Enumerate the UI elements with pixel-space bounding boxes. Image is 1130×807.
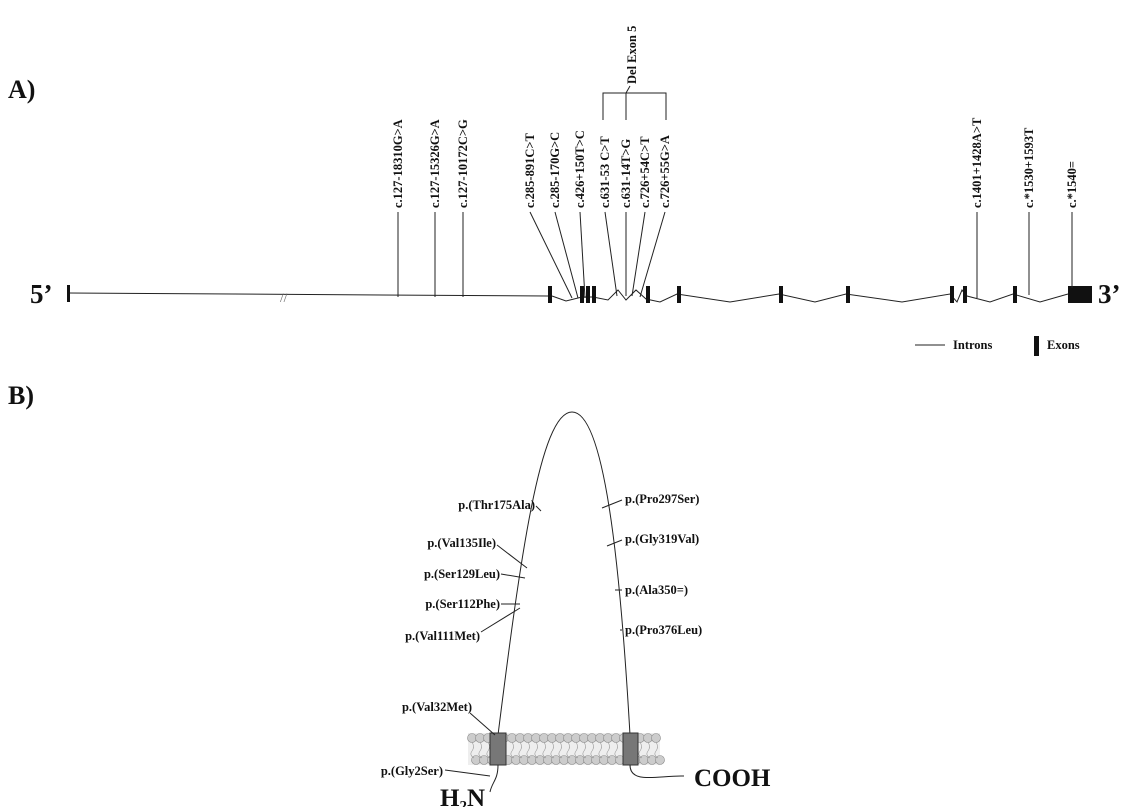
variant-label: p.(Ser129Leu) [424, 567, 500, 581]
lipid [588, 734, 597, 743]
variant-label: p.(Ala350=) [625, 583, 688, 597]
five-prime: 5’ [30, 279, 53, 309]
lipid [516, 734, 525, 743]
variant-label: c.631-14T>G [619, 138, 633, 208]
variant-leader [470, 713, 495, 735]
variant-label: p.(Thr175Ala) [458, 498, 535, 512]
bracket-label: Del Exon 5 [625, 26, 639, 84]
legend-label: Introns [953, 338, 993, 352]
variant-label: p.(Val135Ile) [427, 536, 496, 550]
gene-variants: c.127-18310G>A c.127-15326G>A c.127-10172C… [391, 117, 1079, 298]
variant-leader [501, 574, 525, 578]
variant-label: c.1401+1428A>T [970, 117, 984, 208]
lipid [596, 734, 605, 743]
lipid [652, 734, 661, 743]
lipid [468, 734, 477, 743]
figure: A) 5’ 3’ // Del Exon 5 c.127-18310G>Ac.1… [0, 0, 1130, 807]
gene-structure: // [67, 285, 1092, 305]
del-bracket: Del Exon 5 [603, 26, 666, 120]
lipid [572, 734, 581, 743]
variant-leader [605, 212, 617, 296]
variant-label: c.*1530+1593T [1022, 127, 1036, 208]
c-terminus: COOH [694, 765, 771, 792]
legend-label: Exons [1047, 338, 1080, 352]
panel-label: A) [8, 75, 35, 104]
lipid [604, 734, 613, 743]
variant-leader [632, 212, 645, 296]
variant-label: p.(Val32Met) [402, 700, 472, 714]
variant-label: c.285-891C>T [523, 133, 537, 208]
lipid [644, 734, 653, 743]
variant-label: p.(Pro297Ser) [625, 492, 699, 506]
variant-label: p.(Gly2Ser) [381, 764, 443, 778]
lipid [476, 734, 485, 743]
lipid [612, 734, 621, 743]
n-terminus: H₂N [440, 785, 485, 807]
lipid [532, 734, 541, 743]
variant-label: c.631-53 C>T [598, 136, 612, 208]
variant-label: c.426+150T>C [573, 130, 587, 208]
lipid [548, 734, 557, 743]
variant-label: c.285-170G>C [548, 132, 562, 208]
three-prime: 3’ [1098, 279, 1121, 309]
variant-leader [580, 212, 585, 298]
variant-leader [445, 770, 490, 776]
lipid [524, 734, 533, 743]
variant-label: c.*1540= [1065, 161, 1079, 208]
variant-label: c.127-10172C>G [456, 119, 470, 208]
panel-label: B) [8, 381, 34, 410]
lipid [508, 734, 517, 743]
variant-label: p.(Pro376Leu) [625, 623, 702, 637]
variant-label: p.(Ser112Phe) [425, 597, 500, 611]
variant-leader [536, 506, 541, 511]
variant-label: p.(Gly319Val) [625, 532, 699, 546]
lipid [540, 734, 549, 743]
legend: Introns Exons [915, 336, 1080, 356]
variant-label: c.726+54C>T [638, 136, 652, 208]
variant-leader [602, 500, 622, 508]
lipid [564, 734, 573, 743]
variant-label: c.127-15326G>A [428, 119, 442, 208]
lipid [580, 734, 589, 743]
variant-leader [555, 212, 578, 298]
svg-text://: // [280, 290, 288, 305]
variant-label: c.726+55G>A [658, 135, 672, 208]
variant-leader [481, 608, 520, 632]
protein-loop [498, 412, 630, 735]
lipid [556, 734, 565, 743]
variant-label: c.127-18310G>A [391, 119, 405, 208]
variant-label: p.(Val111Met) [405, 629, 480, 643]
variant-leader [640, 212, 665, 297]
variant-leader [530, 212, 572, 298]
